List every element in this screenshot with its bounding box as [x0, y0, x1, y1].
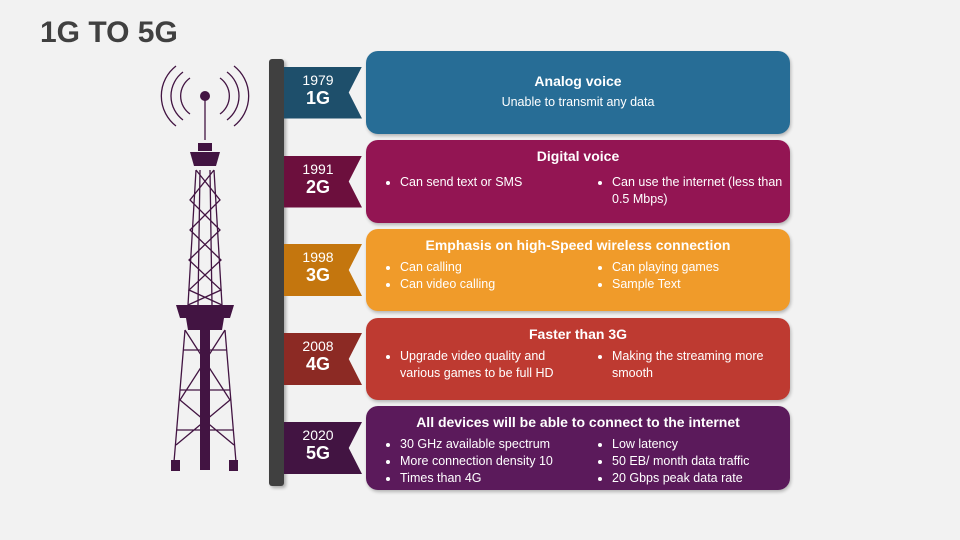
generation-label: 3G: [305, 265, 330, 285]
card-1g: Analog voice Unable to transmit any data: [366, 51, 790, 134]
bullet-item: More connection density 10: [400, 453, 578, 470]
bullet-item: Can calling: [400, 259, 578, 276]
generation-label: 1G: [305, 87, 330, 108]
bullet-item: Sample Text: [612, 276, 790, 293]
bullet-item: 30 GHz available spectrum: [400, 436, 578, 453]
slide-title: 1G TO 5G: [40, 16, 178, 49]
year-label: 1998: [302, 249, 334, 265]
bullet-item: 50 EB/ month data traffic: [612, 453, 790, 470]
ribbon-4g: 2008 4G: [284, 333, 362, 385]
bullet-item: Low latency: [612, 436, 790, 453]
ribbon-1g: 1979 1G: [284, 66, 362, 119]
cell-tower-icon: [160, 65, 250, 471]
ribbon-3g: 1998 3G: [284, 244, 362, 296]
generation-label: 4G: [305, 354, 330, 374]
bullet-item: Making the streaming more smooth: [612, 348, 790, 382]
card-heading: Analog voice: [534, 73, 622, 89]
generation-label: 5G: [305, 443, 330, 463]
card-3g: Emphasis on high-Speed wireless connecti…: [366, 229, 790, 311]
card-2g: Digital voice Can send text or SMS Can use…: [366, 140, 790, 223]
bullet-item: Upgrade video quality and various games …: [400, 348, 578, 382]
bullet-item: Can use the internet (less than 0.5 Mbps…: [612, 174, 790, 208]
ribbon-2g: 1991 2G: [284, 155, 362, 208]
bullet-item: Can playing games: [612, 259, 790, 276]
generation-label: 2G: [305, 176, 330, 197]
bullet-item: Times than 4G: [400, 470, 578, 487]
card-heading: All devices will be able to connect to t…: [416, 414, 740, 430]
card-5g: All devices will be able to connect to t…: [366, 406, 790, 490]
bullet-item: 20 Gbps peak data rate: [612, 470, 790, 487]
bullet-item: Can video calling: [400, 276, 578, 293]
year-label: 1979: [302, 71, 334, 88]
card-heading: Faster than 3G: [528, 326, 628, 342]
year-label: 1991: [302, 160, 334, 177]
card-heading: Digital voice: [536, 148, 620, 164]
card-subtitle: Unable to transmit any data: [501, 95, 655, 109]
year-label: 2020: [302, 427, 334, 443]
timeline-bar: [269, 59, 284, 486]
bullet-item: Can send text or SMS: [400, 174, 578, 191]
card-4g: Faster than 3G Upgrade video quality and …: [366, 318, 790, 400]
year-label: 2008: [302, 338, 334, 354]
ribbon-5g: 2020 5G: [284, 422, 362, 474]
card-heading: Emphasis on high-Speed wireless connecti…: [425, 237, 731, 253]
